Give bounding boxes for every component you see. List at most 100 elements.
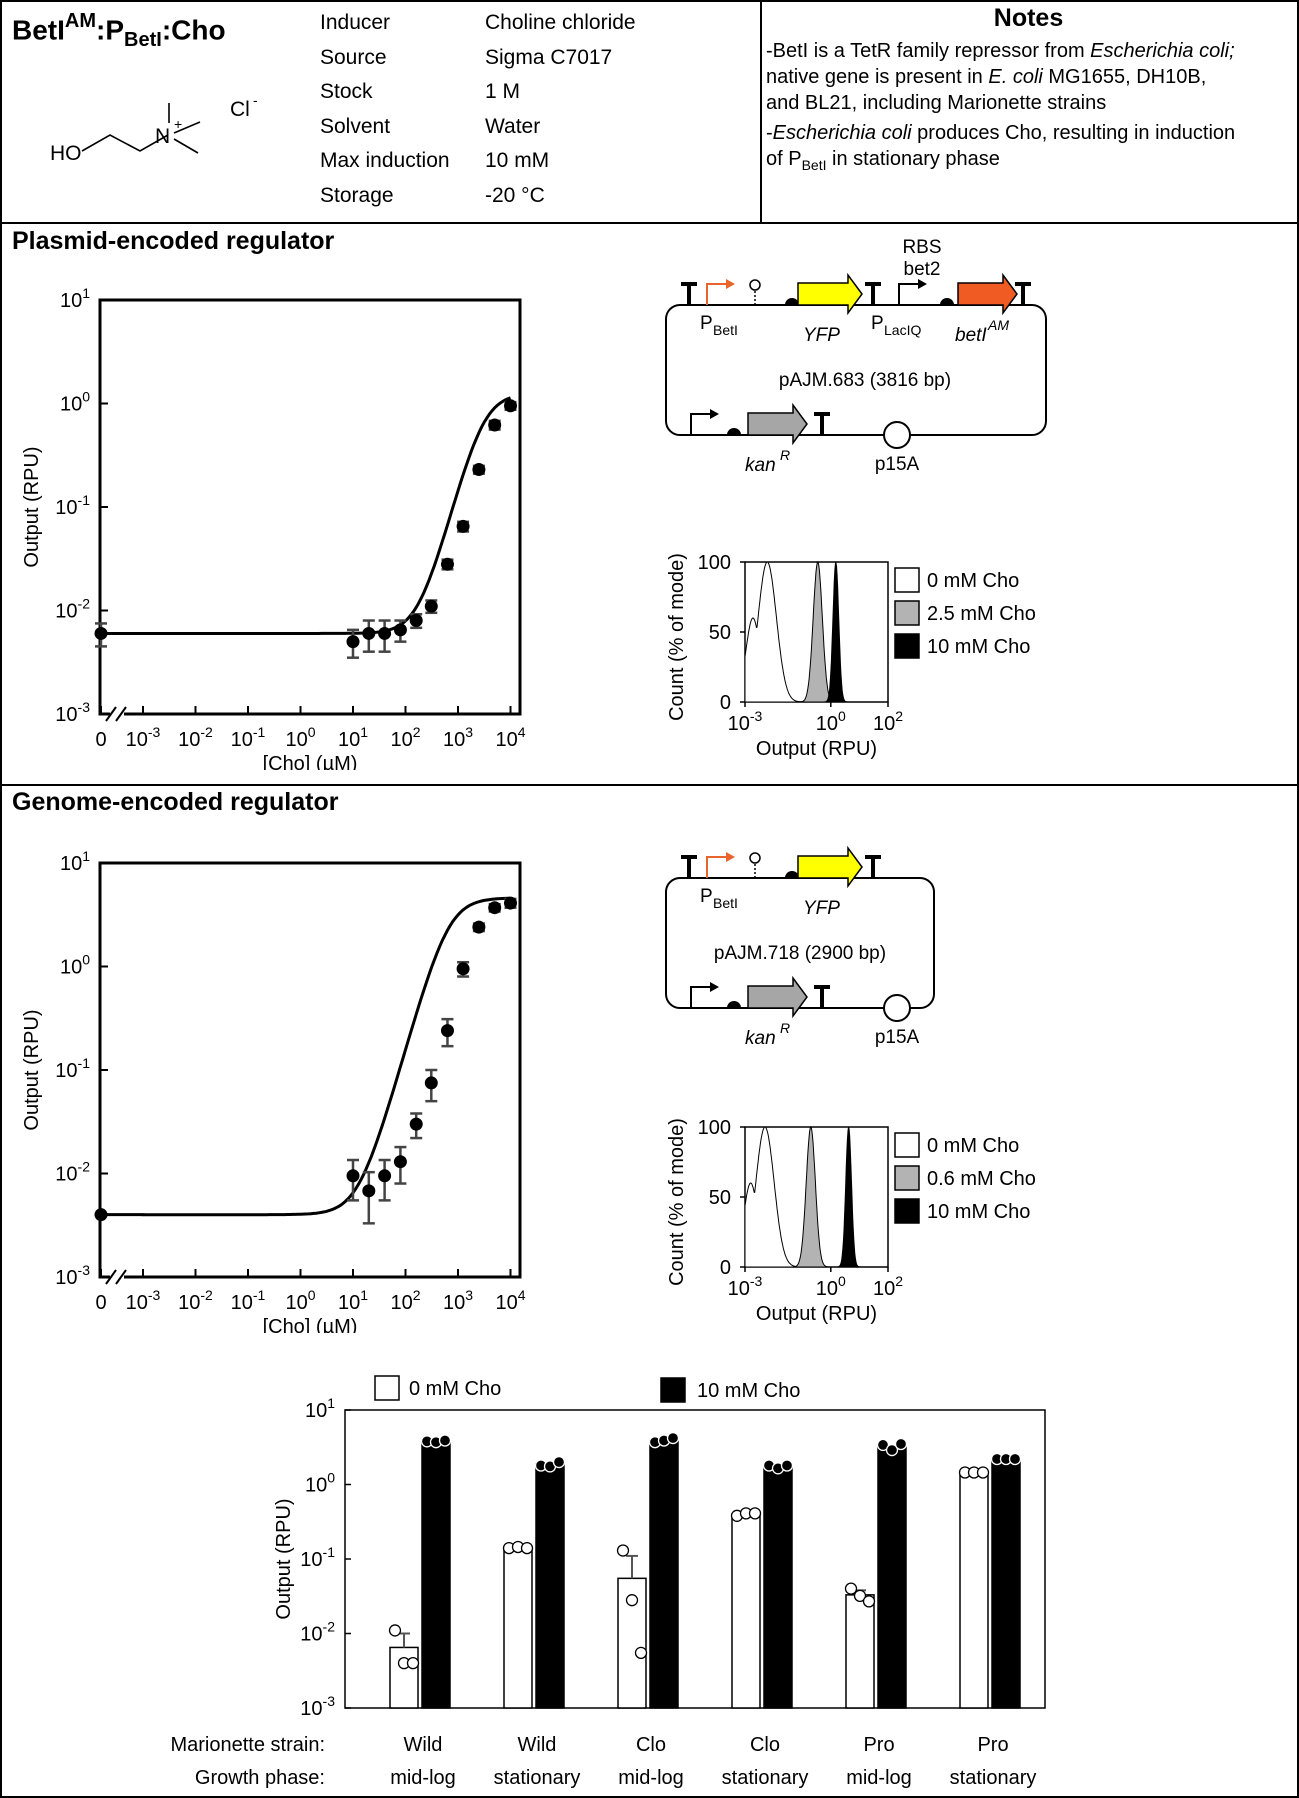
- y-tick-label: 10-3: [55, 699, 90, 726]
- property-label: Inducer: [320, 11, 391, 34]
- property-value: 10 mM: [485, 149, 550, 172]
- replicate-point: [876, 1438, 890, 1452]
- svg-text:pAJM.718 (2900 bp): pAJM.718 (2900 bp): [714, 943, 886, 964]
- x-tick-label: 0: [95, 1292, 106, 1314]
- y-tick-label: 10-3: [55, 1262, 90, 1289]
- data-point: [424, 1076, 438, 1090]
- y-tick-label: 10-2: [300, 1619, 335, 1646]
- y-axis-label: Count (% of mode): [666, 553, 688, 721]
- divider-sections: [0, 784, 1299, 786]
- plot-area: [98, 298, 522, 716]
- y-tick-label: 10-1: [55, 492, 90, 519]
- data-point: [488, 418, 502, 432]
- row-label-phase: Growth phase:: [195, 1767, 325, 1789]
- x-tick-label: 0: [95, 729, 106, 751]
- svg-text:YFP: YFP: [803, 325, 840, 346]
- y-tick-label: 10-1: [55, 1055, 90, 1082]
- x-tick-label: 101: [338, 1287, 368, 1314]
- data-point: [440, 557, 454, 571]
- x-tick-label: 104: [495, 724, 525, 751]
- bar-10mM: [535, 1462, 565, 1709]
- legend-swatch: [894, 633, 920, 659]
- strain-label: Clo: [750, 1734, 780, 1756]
- legend-label: 0 mM Cho: [927, 1135, 1019, 1157]
- svg-text:-: -: [253, 92, 258, 108]
- fit-curve: [101, 896, 511, 1217]
- section-title-genome: Genome-encoded regulator: [12, 788, 339, 816]
- bar-10mM: [763, 1465, 793, 1709]
- data-point: [456, 962, 470, 976]
- x-tick-label: 104: [495, 1287, 525, 1314]
- svg-text:kan: kan: [745, 1028, 776, 1049]
- svg-text:kan: kan: [745, 455, 776, 476]
- inducer-values: Choline chloride Sigma C7017 1 M Water 10 mM…: [485, 6, 636, 213]
- legend-label: 10 mM Cho: [697, 1380, 800, 1402]
- y-tick-label: 0: [720, 1257, 731, 1279]
- section-title-plasmid: Plasmid-encoded regulator: [12, 227, 335, 255]
- y-tick-label: 100: [305, 1470, 335, 1497]
- x-tick-label: 10-3: [126, 724, 161, 751]
- svg-text:betI: betI: [955, 325, 987, 346]
- replicate-point: [634, 1646, 648, 1659]
- legend-label: 2.5 mM Cho: [927, 603, 1036, 625]
- legend-label: 0 mM Cho: [927, 570, 1019, 592]
- x-tick-label: 10-1: [231, 724, 266, 751]
- y-tick-label: 101: [60, 848, 90, 875]
- bar-0mM: [731, 1513, 761, 1709]
- replicate-point: [616, 1544, 630, 1557]
- y-tick-label: 100: [60, 389, 90, 416]
- strain-bar-chart: 10-3 10-2 10-1 100 101 Output (RPU) 0 mM Cho 10…: [170, 1375, 1046, 1789]
- legend-swatch: [894, 1165, 920, 1191]
- x-tick-label: 100: [816, 1273, 846, 1300]
- y-tick-label: 100: [60, 952, 90, 979]
- property-label: Stock: [320, 80, 373, 103]
- y-axis-label: Count (% of mode): [666, 1118, 688, 1286]
- x-tick-label: 103: [443, 724, 473, 751]
- x-tick-label: 103: [443, 1287, 473, 1314]
- x-axis-label: Output (RPU): [756, 1303, 877, 1325]
- axis-break-mark: [105, 706, 117, 722]
- data-point: [346, 1169, 360, 1183]
- y-axis-label: Output (RPU): [273, 1498, 295, 1619]
- replicate-point: [894, 1437, 908, 1451]
- svg-text:Cl: Cl: [230, 98, 250, 121]
- property-label: Source: [320, 45, 387, 69]
- data-point: [488, 901, 502, 915]
- data-point: [409, 614, 423, 628]
- divider-header: [0, 222, 1299, 224]
- svg-text:p15A: p15A: [875, 1027, 920, 1048]
- phase-label: mid-log: [618, 1767, 684, 1789]
- x-tick-label: 10-2: [178, 724, 213, 751]
- plasmid-histogram-chart: 0 50 100 10-3 100 102 Output (RPU) Count (% of …: [666, 552, 1036, 760]
- strain-label: Clo: [636, 1734, 666, 1756]
- svg-text:bet2: bet2: [904, 259, 941, 280]
- plasmid-map-pajm718: P BetI YFP pAJM.718 (2900 bp) kan R p15A: [665, 845, 935, 1049]
- axis-break-mark: [115, 706, 127, 722]
- property-value: 1 M: [485, 80, 521, 103]
- replicate-point: [438, 1434, 452, 1447]
- legend-swatch: [894, 1132, 920, 1158]
- replicate-point: [552, 1455, 566, 1469]
- row-label-strain: Marionette strain:: [170, 1734, 325, 1756]
- data-point: [393, 1155, 407, 1169]
- replicate-point: [976, 1466, 990, 1479]
- fit-curve: [101, 396, 512, 635]
- svg-text:YFP: YFP: [803, 898, 840, 919]
- svg-text:HO: HO: [50, 142, 82, 165]
- replicate-point: [862, 1595, 876, 1608]
- legend-label: 0 mM Cho: [409, 1378, 501, 1400]
- x-tick-label: 101: [338, 724, 368, 751]
- svg-text:BetI: BetI: [713, 895, 738, 911]
- x-tick-label: 100: [285, 724, 315, 751]
- bar-10mM: [421, 1440, 451, 1709]
- replicate-point: [388, 1624, 402, 1637]
- bar-0mM: [845, 1594, 875, 1709]
- x-tick-label: 102: [873, 1273, 903, 1300]
- legend-swatch: [894, 567, 920, 593]
- replicate-point: [625, 1594, 639, 1607]
- x-tick-label: 10-2: [178, 1287, 213, 1314]
- bar-10mM: [649, 1439, 679, 1709]
- svg-text:P: P: [700, 313, 713, 334]
- bar-10mM: [877, 1445, 907, 1709]
